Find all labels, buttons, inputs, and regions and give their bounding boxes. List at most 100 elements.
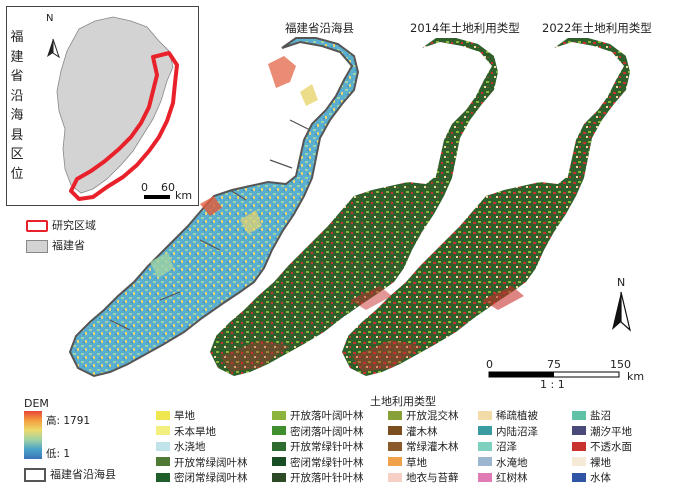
landuse-swatch bbox=[272, 457, 286, 466]
map-title-dem: 福建省沿海县 bbox=[285, 21, 354, 35]
landuse-label: 开放常绿针叶林 bbox=[290, 441, 364, 453]
study-area-shape bbox=[69, 51, 179, 201]
landuse-legend-item: 盐沼 bbox=[572, 410, 611, 423]
landuse-swatch bbox=[478, 410, 492, 420]
main-scale-ratio: 1 : 1 bbox=[540, 378, 565, 391]
landuse-legend-item: 常绿灌木林 bbox=[388, 441, 459, 454]
landuse-legend-item: 潮汐平地 bbox=[572, 426, 632, 439]
landuse-label: 开放常绿阔叶林 bbox=[174, 456, 248, 469]
landuse-legend-title: 土地利用类型 bbox=[370, 395, 436, 408]
landuse-swatch bbox=[156, 426, 170, 435]
landuse-legend-item: 稀疏植被 bbox=[478, 410, 538, 423]
landuse-swatch bbox=[572, 472, 586, 482]
landuse-swatch bbox=[478, 472, 492, 482]
dem-high-label: 高: 1791 bbox=[46, 415, 91, 427]
inset-legend-province: 福建省 bbox=[26, 237, 85, 253]
landuse-label: 不透水面 bbox=[590, 441, 632, 453]
dem-map bbox=[69, 37, 359, 377]
landuse-legend-item: 水体 bbox=[572, 472, 611, 485]
landuse-legend-item: 沼泽 bbox=[478, 441, 517, 454]
landuse-label: 内陆沼泽 bbox=[496, 425, 538, 438]
landuse-label: 密闭常绿针叶林 bbox=[290, 456, 364, 469]
landuse-label: 盐沼 bbox=[590, 410, 611, 422]
province-swatch bbox=[26, 239, 48, 253]
landuse-legend-item: 灌木林 bbox=[388, 426, 438, 439]
landuse-legend-item: 密闭落叶阔叶林 bbox=[272, 426, 364, 439]
landuse-swatch bbox=[388, 441, 402, 451]
landuse-label: 旱地 bbox=[174, 410, 195, 422]
landuse-swatch bbox=[272, 441, 286, 451]
fujian-province-shape bbox=[56, 16, 174, 194]
landuse-label: 水淹地 bbox=[496, 456, 528, 469]
landuse-legend-item: 开放落叶阔叶林 bbox=[272, 410, 364, 423]
landuse-legend-item: 开放常绿阔叶林 bbox=[156, 457, 248, 470]
landuse-label: 禾本旱地 bbox=[174, 425, 216, 438]
inset-map: N 0 60 km bbox=[6, 6, 199, 206]
landuse-label: 开放落叶阔叶林 bbox=[290, 410, 364, 422]
landuse-swatch bbox=[478, 441, 492, 451]
title-char: 省 bbox=[10, 69, 24, 84]
title-char: 福 bbox=[10, 30, 24, 45]
dem-legend-title: DEM bbox=[24, 397, 49, 410]
landuse-label: 密闭落叶阔叶林 bbox=[290, 425, 364, 438]
landuse-legend-item: 开放落叶针叶林 bbox=[272, 472, 364, 485]
landuse-label: 沼泽 bbox=[496, 441, 517, 453]
landuse-label: 潮汐平地 bbox=[590, 425, 632, 438]
landuse-legend-item: 密闭常绿阔叶林 bbox=[156, 472, 248, 485]
landuse-swatch bbox=[572, 426, 586, 435]
landuse-label: 地衣与苔藓 bbox=[406, 472, 459, 484]
landuse-legend: 旱地禾本旱地水浇地开放常绿阔叶林密闭常绿阔叶林 开放落叶阔叶林 密闭落叶阔叶林 开放常… bbox=[156, 410, 675, 494]
landuse-label: 草地 bbox=[406, 456, 427, 469]
study-area-swatch bbox=[26, 220, 48, 232]
title-char: 沿 bbox=[10, 88, 24, 104]
inset-map-graphic bbox=[47, 16, 179, 201]
landuse-label: 开放落叶针叶林 bbox=[290, 472, 364, 484]
landuse-swatch bbox=[572, 457, 586, 466]
landuse-legend-item: 裸地 bbox=[572, 457, 611, 470]
main-scale-tick-0: 0 bbox=[486, 358, 493, 371]
inset-north-label: N bbox=[46, 13, 54, 24]
inset-scale-unit: km bbox=[175, 189, 193, 202]
inset-legend-study-area: 研究区域 bbox=[26, 217, 96, 233]
landuse-swatch bbox=[478, 457, 492, 466]
inset-scale-value: 60 bbox=[161, 181, 175, 194]
landuse-legend-item: 开放混交林 bbox=[388, 410, 459, 423]
landuse-swatch bbox=[272, 472, 286, 482]
boundary-swatch bbox=[24, 468, 46, 482]
landuse-swatch bbox=[156, 472, 170, 482]
main-scale-tick-75: 75 bbox=[547, 358, 561, 371]
landuse-legend-item: 旱地 bbox=[156, 410, 195, 423]
map-title-2014: 2014年土地利用类型 bbox=[410, 21, 520, 35]
main-scalebar bbox=[488, 371, 620, 378]
landuse-legend-item: 水淹地 bbox=[478, 457, 528, 470]
landuse-label: 开放混交林 bbox=[406, 410, 459, 422]
map-title-2022: 2022年土地利用类型 bbox=[542, 21, 652, 35]
landuse-swatch bbox=[478, 426, 492, 435]
title-char: 建 bbox=[10, 49, 24, 65]
landuse-legend-item: 禾本旱地 bbox=[156, 426, 216, 439]
landuse-swatch bbox=[388, 410, 402, 420]
study-area-label: 研究区域 bbox=[52, 219, 96, 232]
landuse-legend-item: 红树林 bbox=[478, 472, 528, 485]
landuse-swatch bbox=[388, 472, 402, 482]
landuse-swatch bbox=[572, 441, 586, 451]
landuse-label: 常绿灌木林 bbox=[406, 441, 459, 453]
main-north-label: N bbox=[617, 276, 626, 289]
title-char: 位 bbox=[10, 166, 24, 182]
landuse-legend-item: 地衣与苔藓 bbox=[388, 472, 459, 485]
landuse-label: 水体 bbox=[590, 472, 611, 484]
landuse-swatch bbox=[272, 410, 286, 420]
dem-low-label: 低: 1 bbox=[46, 448, 71, 460]
landuse-2022-map bbox=[342, 38, 630, 376]
landuse-swatch bbox=[272, 426, 286, 435]
landuse-label: 水浇地 bbox=[174, 441, 206, 453]
title-char: 区 bbox=[10, 147, 24, 162]
dem-boundary-legend: 福建省沿海县 bbox=[24, 466, 116, 482]
landuse-legend-item: 草地 bbox=[388, 457, 427, 470]
inset-vertical-title: 福 建 省 沿 海 县 区 位 bbox=[10, 28, 24, 184]
landuse-legend-item: 开放常绿针叶林 bbox=[272, 441, 364, 454]
inset-scale-zero: 0 bbox=[141, 181, 148, 194]
landuse-swatch bbox=[388, 457, 402, 466]
landuse-swatch bbox=[572, 410, 586, 420]
landuse-swatch bbox=[388, 426, 402, 435]
